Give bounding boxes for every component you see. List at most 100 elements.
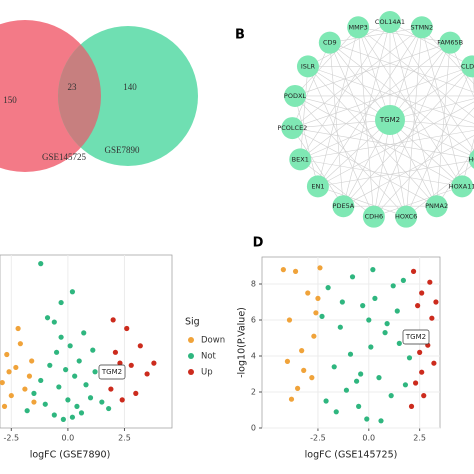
- node-label: MMP3: [349, 23, 368, 31]
- point: [144, 371, 150, 377]
- panel-label: D: [253, 236, 264, 251]
- venn-set: [58, 26, 198, 166]
- network-edge: [389, 119, 437, 207]
- point: [22, 386, 28, 392]
- network-edge: [329, 27, 422, 43]
- point: [311, 333, 317, 339]
- node-label: COL14A1: [375, 18, 405, 26]
- legend-marker: [188, 337, 194, 343]
- point: [112, 349, 119, 355]
- network-edge: [300, 159, 375, 217]
- network-node: [439, 31, 462, 54]
- network-edge: [389, 119, 474, 128]
- network-node: [451, 175, 474, 198]
- point: [81, 330, 87, 336]
- legend-title: Sig: [185, 317, 200, 328]
- legend-label: Not: [201, 352, 217, 362]
- point: [53, 349, 60, 355]
- point: [69, 289, 76, 295]
- network-edge: [307, 66, 391, 121]
- network-edge: [373, 119, 391, 217]
- network-edge: [343, 119, 391, 207]
- annotation: TGM2: [405, 333, 426, 341]
- point: [396, 340, 402, 346]
- point: [47, 362, 53, 368]
- y-tick-label: 4: [251, 352, 256, 361]
- network-node: [362, 205, 385, 228]
- point: [433, 299, 439, 305]
- x-tick-label: 0.0: [62, 434, 75, 443]
- node-label: STMN2: [410, 23, 433, 31]
- point: [151, 360, 157, 366]
- point: [388, 393, 394, 399]
- point: [286, 317, 293, 323]
- node-label: EN1: [311, 182, 324, 190]
- node-label: BEX1: [292, 155, 309, 163]
- network-node: [318, 31, 341, 54]
- point: [394, 308, 400, 314]
- annotation: TGM2: [101, 368, 122, 376]
- point: [44, 315, 51, 321]
- point: [429, 315, 435, 321]
- network-edge: [449, 42, 474, 98]
- node-label: HOXB3: [468, 155, 474, 163]
- point: [417, 349, 423, 355]
- point: [410, 268, 417, 274]
- network-edge: [373, 186, 463, 217]
- network-edge: [389, 119, 474, 158]
- point: [415, 303, 421, 309]
- network-node: [468, 149, 474, 169]
- network-edge: [292, 127, 344, 207]
- network-node: [379, 11, 401, 33]
- network-node: [296, 55, 319, 78]
- point: [360, 303, 366, 309]
- point: [284, 358, 291, 364]
- point: [31, 390, 37, 396]
- network-edge: [317, 119, 391, 187]
- network-edge: [357, 27, 391, 121]
- point: [331, 364, 337, 370]
- x-tick-label: 0.0: [362, 434, 375, 443]
- y-tick-label: 0: [251, 424, 256, 433]
- point: [58, 299, 64, 306]
- panel-label: B: [235, 28, 245, 43]
- point: [119, 397, 125, 403]
- point: [8, 392, 14, 399]
- network-edge: [389, 98, 474, 121]
- network-node: [347, 16, 370, 39]
- point: [117, 360, 123, 366]
- point: [87, 395, 94, 401]
- point: [72, 373, 78, 379]
- network-node: [332, 195, 355, 218]
- point: [317, 265, 323, 271]
- point: [313, 310, 319, 316]
- point: [406, 355, 413, 361]
- network-edge: [389, 27, 423, 121]
- point: [92, 369, 98, 375]
- point: [347, 351, 354, 357]
- point: [17, 341, 23, 347]
- network-node: [395, 205, 418, 228]
- x-tick-label: 2.5: [118, 434, 131, 443]
- network-edge: [389, 119, 463, 187]
- network-edge: [307, 66, 474, 124]
- network-edge: [329, 42, 474, 156]
- point: [292, 268, 299, 274]
- point: [31, 399, 37, 405]
- point: [333, 409, 339, 415]
- network-edge: [292, 119, 391, 129]
- network-edge: [357, 27, 474, 118]
- network-edge: [389, 42, 451, 121]
- point: [128, 362, 134, 368]
- x-tick-label: -2.5: [310, 434, 326, 443]
- point: [337, 324, 343, 330]
- network-node: [306, 175, 329, 198]
- node-label: TGM2: [379, 116, 400, 124]
- legend-marker: [188, 369, 194, 375]
- point: [421, 393, 427, 399]
- node-label: PDE5A: [333, 202, 355, 210]
- network-edge: [300, 119, 391, 160]
- point: [412, 380, 419, 386]
- point: [301, 367, 307, 373]
- x-tick-label: 2.5: [413, 434, 426, 443]
